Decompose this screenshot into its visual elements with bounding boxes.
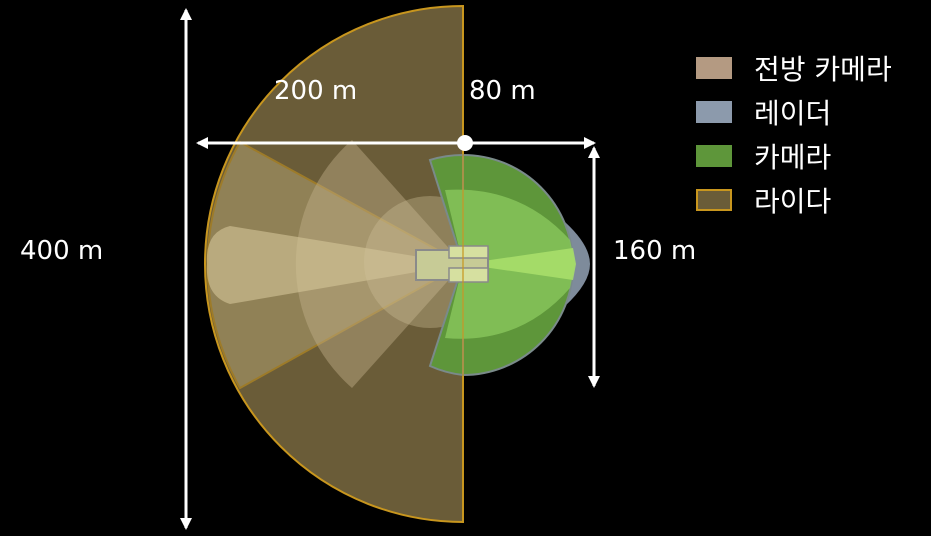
legend-item-radar: 레이더 bbox=[696, 90, 892, 134]
legend-item-camera: 카메라 bbox=[696, 134, 892, 178]
vehicle-rear bbox=[448, 267, 489, 283]
legend-item-front-camera: 전방 카메라 bbox=[696, 46, 892, 90]
legend-label: 카메라 bbox=[754, 141, 832, 174]
vehicle-front bbox=[448, 245, 489, 259]
origin-dot bbox=[457, 135, 473, 151]
legend-label: 전방 카메라 bbox=[754, 53, 892, 86]
dimension-200m-label: 200 m bbox=[274, 76, 358, 106]
dimension-80m-label: 80 m bbox=[469, 76, 536, 106]
legend-swatch-lidar bbox=[696, 189, 732, 211]
dimension-160m-label: 160 m bbox=[613, 236, 697, 266]
legend-label: 레이더 bbox=[754, 97, 832, 130]
legend-swatch-radar bbox=[696, 101, 732, 123]
legend-item-lidar: 라이다 bbox=[696, 178, 892, 222]
legend: 전방 카메라 레이더 카메라 라이다 bbox=[696, 46, 892, 222]
rear-beam bbox=[206, 226, 463, 304]
legend-swatch-front-camera bbox=[696, 57, 732, 79]
legend-swatch-camera bbox=[696, 145, 732, 167]
legend-label: 라이다 bbox=[754, 185, 832, 218]
front-camera-beam bbox=[463, 248, 576, 280]
dimension-400m-label: 400 m bbox=[20, 236, 104, 266]
